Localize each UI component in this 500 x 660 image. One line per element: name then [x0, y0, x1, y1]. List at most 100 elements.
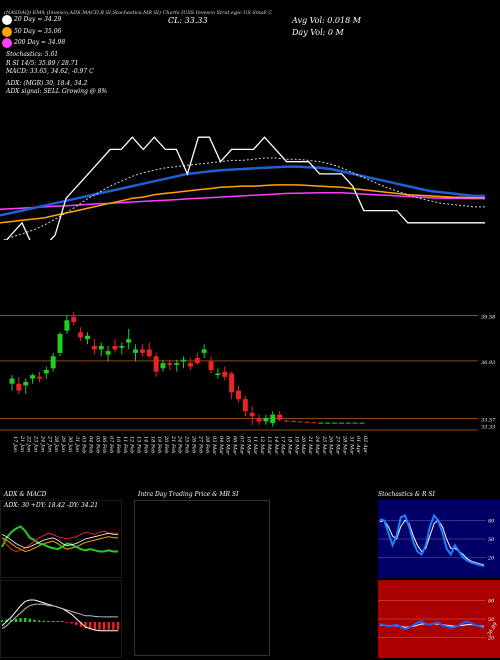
date-axis-label: 02 Apr: [362, 436, 368, 454]
date-axis-label: 30 Jan: [67, 436, 73, 452]
candle-body: [64, 320, 70, 331]
date-axis-label: 05 Feb: [94, 436, 100, 453]
candle-body: [242, 399, 248, 412]
macd-histogram-bar: [14, 618, 18, 622]
date-axis-label: 06 Feb: [101, 436, 107, 453]
macd-histogram-bar: [65, 622, 69, 623]
candle-body: [126, 339, 132, 343]
rsi-tick-label: 20: [487, 636, 495, 642]
ema20-line: [1, 157, 485, 240]
adx-panel-label: ADX: 30 +DY: 18.42 -DY: 34.21: [4, 502, 99, 509]
date-axis-label: 31 Mar: [348, 436, 354, 455]
macd-panel: [0, 580, 122, 658]
date-axis-label: 28 Mar: [341, 435, 347, 455]
stoch-d-line: [379, 519, 485, 566]
date-axis-label: 18 Feb: [149, 436, 155, 453]
macd-histogram-bar: [42, 621, 45, 622]
candle-body: [84, 335, 90, 340]
candle-body: [222, 371, 228, 377]
date-axis-label: 14 Feb: [142, 436, 148, 453]
date-axis-label: 25 Feb: [184, 435, 190, 453]
date-axis-label: 24 Jan: [39, 435, 45, 452]
adx-macd-title: ADX & MACD: [4, 491, 47, 498]
adx-panel: [0, 500, 122, 578]
date-axis-label: 14 Mar: [273, 436, 279, 455]
date-axis-label: 07 Mar: [238, 436, 244, 455]
macd-histogram-bar: [75, 622, 78, 626]
price-axis-label: 33.33: [481, 425, 495, 431]
ema20-label: 20 Day = 34.29: [14, 16, 62, 23]
macd-histogram-bar: [112, 622, 115, 630]
date-axis-label: 05 Mar: [225, 436, 231, 455]
date-axis-label: 28 Feb: [204, 435, 210, 453]
macd-histogram-bar: [61, 621, 64, 622]
candle-body: [91, 346, 97, 350]
candle-body: [359, 422, 365, 424]
avg-volume-label: Avg Vol: 0.018 M: [292, 16, 361, 25]
date-axis-label: 21 Feb: [170, 435, 176, 453]
date-axis-label: 19 Feb: [156, 436, 162, 453]
date-axis-label: 27 Jan: [46, 435, 52, 452]
candle-body: [16, 383, 22, 391]
rsi-value: R SI 14/5: 35.89 / 28.71: [6, 60, 79, 67]
date-axis-label: 04 Feb: [87, 436, 93, 453]
candle-body: [167, 363, 173, 365]
ema50-line: [0, 184, 485, 224]
date-axis-label: 11 Feb: [122, 436, 128, 453]
date-axis-label: 21 Mar: [307, 435, 313, 455]
ema20-color-dot: [2, 15, 12, 25]
ema200-label: 200 Day = 34.98: [14, 39, 66, 46]
date-axis-label: 22 Jan: [26, 435, 32, 452]
candle-body: [112, 346, 118, 350]
macd-histogram-bar: [79, 622, 83, 627]
signal-line: [1, 603, 118, 630]
rsi-tick-label: 50: [488, 617, 495, 623]
adx-value: ADX: (MGR) 30, 18.4, 34.2: [6, 80, 88, 87]
stoch-tick-label: 50: [488, 537, 495, 543]
macd-histogram-bar: [102, 622, 106, 630]
date-axis-label: 12 Feb: [129, 436, 135, 453]
price-axis-label: 36.93: [481, 360, 495, 366]
date-axis-label: 23 Jan: [33, 435, 39, 452]
macd-histogram-bar: [70, 622, 73, 624]
date-axis-label: 21 Jan: [19, 435, 25, 452]
candle-body: [194, 358, 200, 364]
date-axis-label: 26 Feb: [190, 435, 196, 453]
macd-histogram-bar: [24, 618, 27, 622]
date-axis-label: 03 Feb: [81, 436, 87, 453]
pdi-line: [1, 525, 118, 553]
macd-panel-bg: [0, 580, 122, 658]
candle-body: [277, 414, 283, 420]
date-axis-label: 13 Feb: [136, 436, 142, 453]
date-axis-label: 25 Mar: [321, 435, 327, 455]
candle-body: [146, 349, 152, 357]
candle-body: [332, 422, 338, 424]
macd-histogram-bar: [19, 618, 22, 622]
adx-signal: ADX signal: SELL Growing @ 8%: [6, 88, 108, 95]
date-axis-label: 20 Feb: [163, 435, 169, 453]
candle-body: [297, 421, 303, 423]
candle-body: [181, 359, 187, 362]
date-axis-label: 18 Mar: [287, 436, 293, 455]
price-axis-label: 39.58: [481, 314, 495, 320]
date-axis-label: 31 Jan: [74, 436, 80, 452]
candle-body: [36, 376, 42, 379]
stoch-tick-label: 20: [487, 556, 495, 562]
candle-body: [352, 422, 358, 424]
candle-body: [325, 422, 331, 424]
candle-body: [153, 356, 159, 372]
day-volume-label: Day Vol: 0 M: [292, 28, 344, 37]
candle-body: [78, 332, 84, 338]
candle-body: [284, 420, 290, 422]
date-axis-label: 07 Feb: [108, 436, 114, 453]
candle-body: [119, 346, 125, 348]
date-axis-label: 28 Jan: [53, 435, 59, 452]
date-axis-label: 11 Mar: [252, 436, 258, 455]
candle-body: [23, 382, 29, 386]
chart-header-line: (NASDAQ) EMA (Invesco,ADX,MACD,R SI,Stoc…: [4, 10, 273, 16]
macd-histogram-bar: [33, 619, 36, 622]
date-axis-label: 24 Feb: [177, 435, 183, 453]
candle-body: [249, 412, 255, 417]
